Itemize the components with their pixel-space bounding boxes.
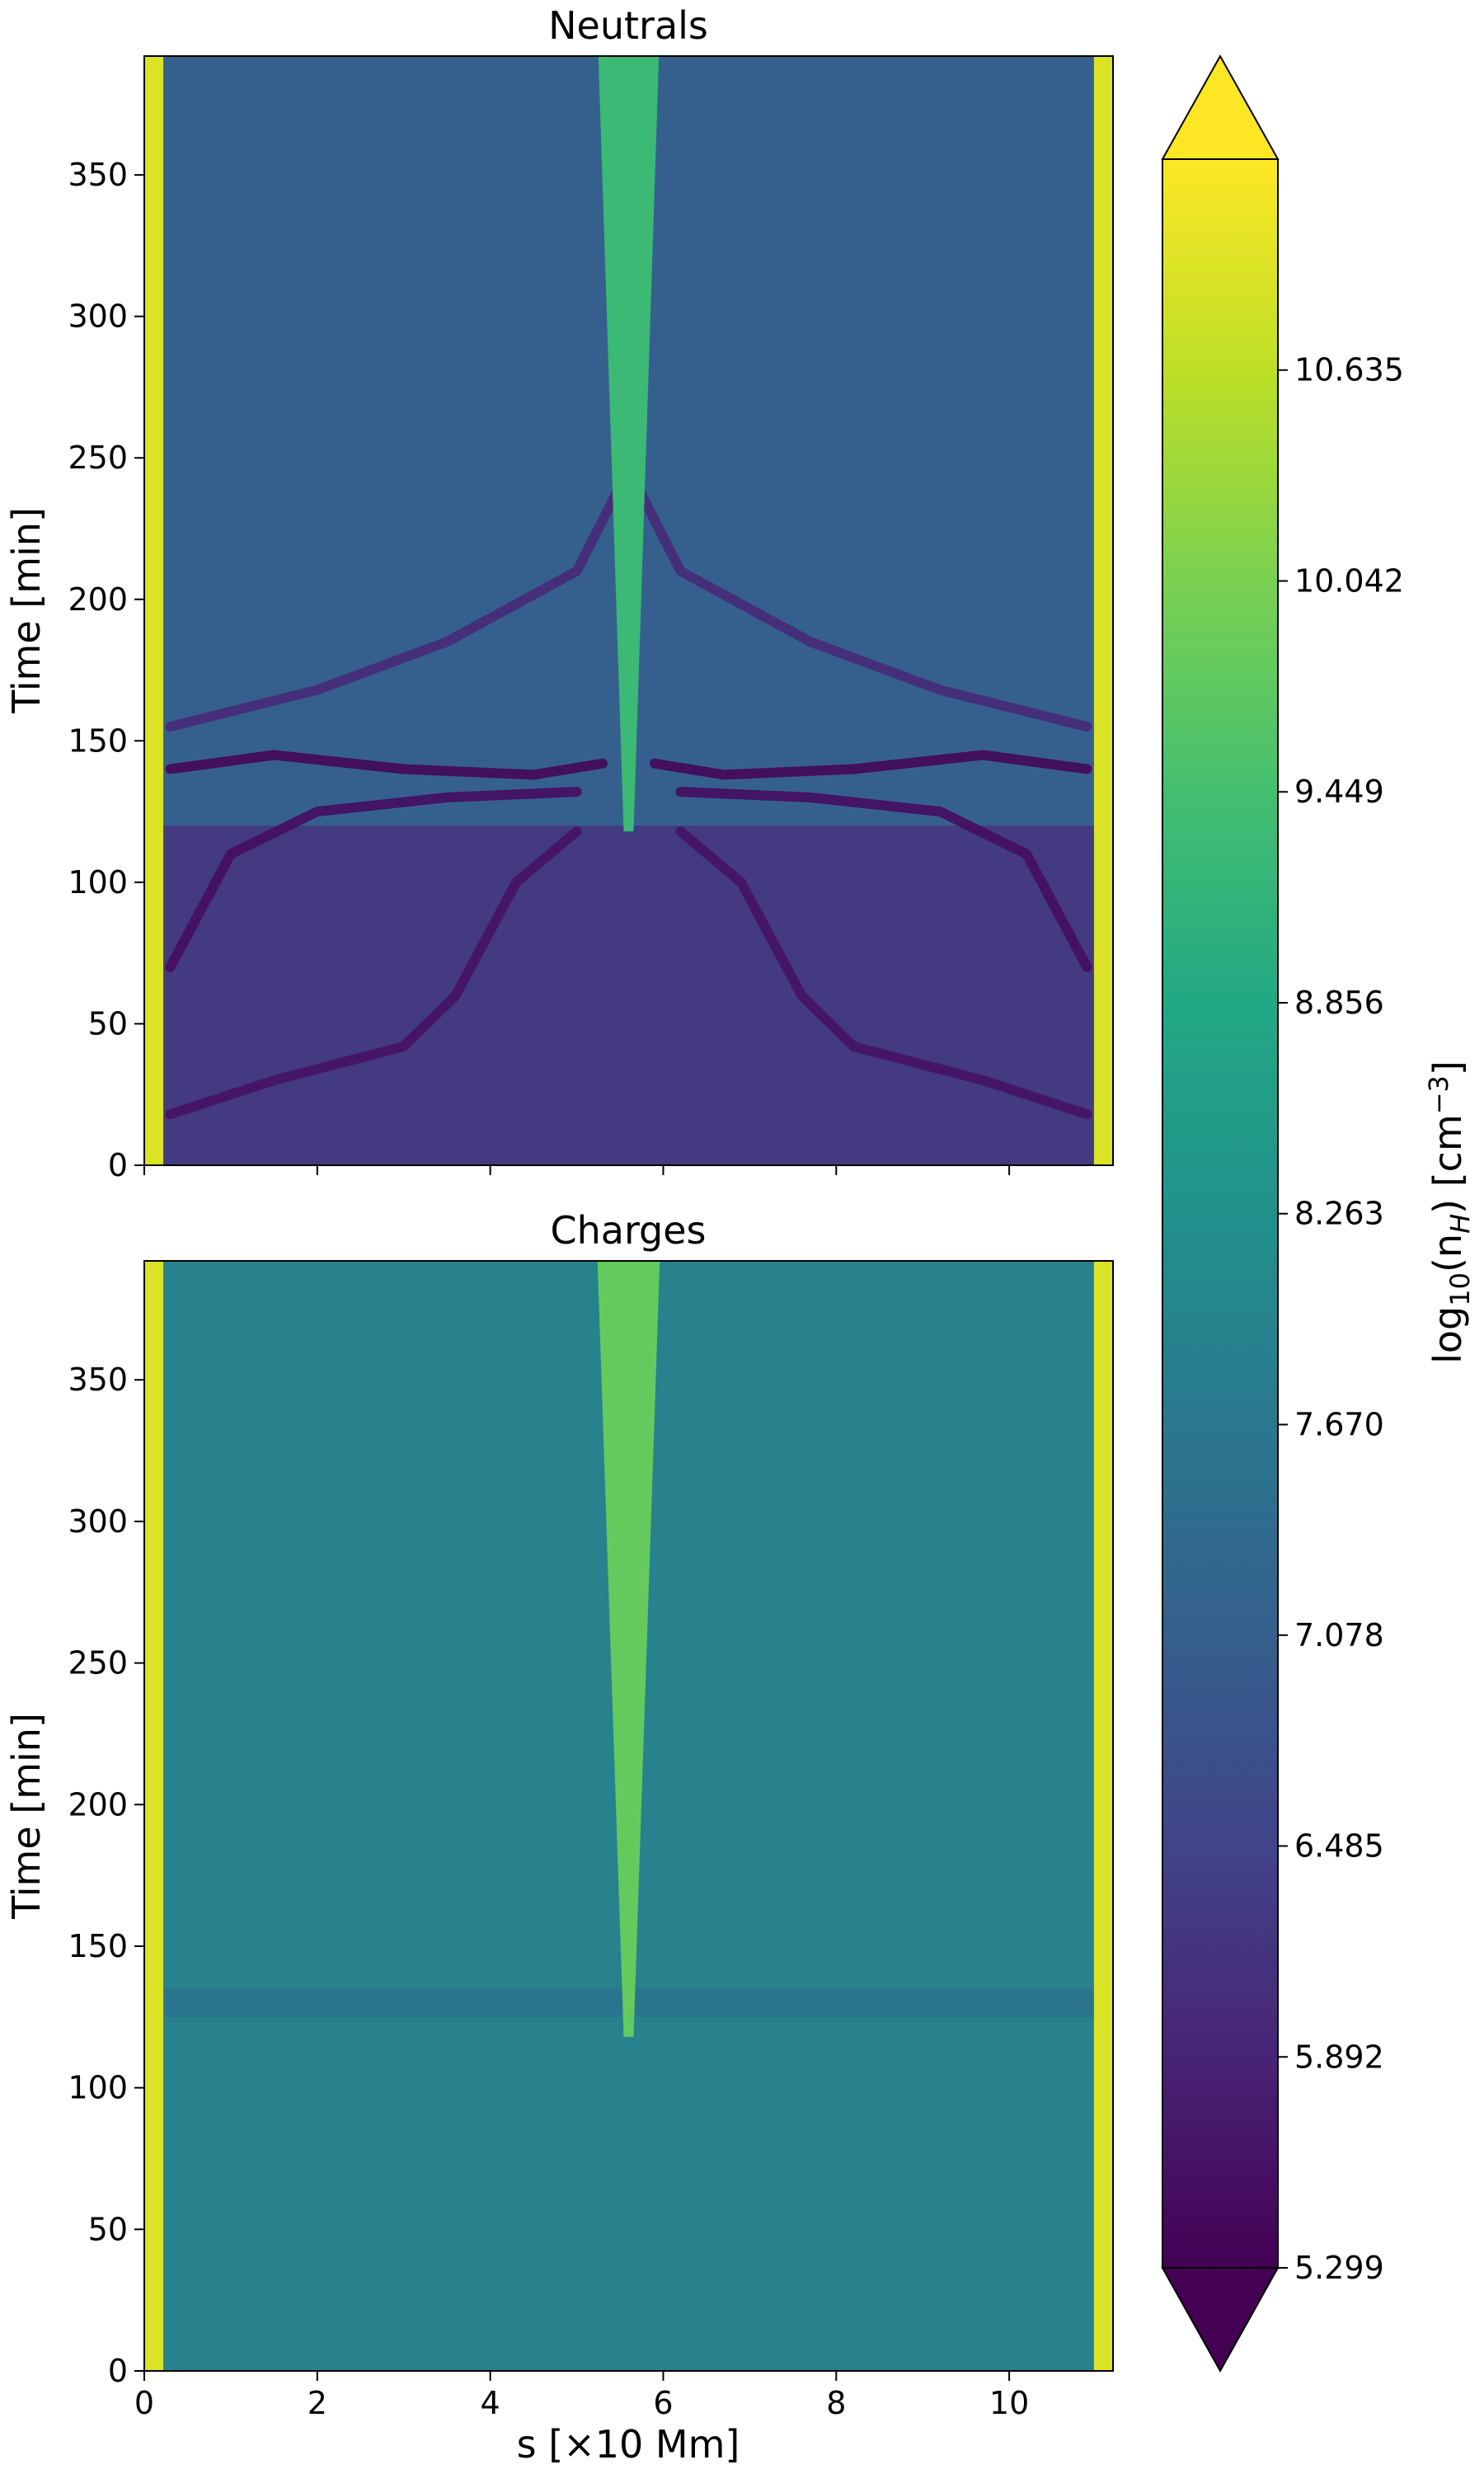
colorbar-extend-top xyxy=(1161,54,1280,160)
colorbar-tick-label-10.635: 10.635 xyxy=(1294,352,1404,388)
colorbar-ticks: 5.299 5.892 6.485 7.078 7.670 8.263 8.856 9.449… xyxy=(1278,352,1404,2286)
colorbar: 5.299 5.892 6.485 7.078 7.670 8.263 8.856 9.449… xyxy=(1161,54,1476,2373)
panel-charges-ylabel: Time [min] xyxy=(4,1713,49,1920)
colorbar-tick-label-7.670: 7.670 xyxy=(1294,1406,1384,1442)
y-tick-label-neutrals-200: 200 xyxy=(68,581,128,618)
panel-neutrals-frame xyxy=(143,55,1114,1166)
y-tick-label-neutrals-50: 50 xyxy=(88,1005,128,1042)
panel-charges-frame xyxy=(143,1260,1114,2372)
colorbar-tick-label-8.856: 8.856 xyxy=(1294,985,1384,1021)
y-tick-label-neutrals-300: 300 xyxy=(68,299,128,335)
y-tick-label-charges-100: 100 xyxy=(68,2070,128,2106)
colorbar-tick-label-8.263: 8.263 xyxy=(1294,1196,1384,1232)
panel-neutrals: Neutrals 0 50 100 150 200 250 300 350 Time [min… xyxy=(4,3,1114,1183)
axes-charges: 0 50 100 150 200 250 300 350 0 2 4 6 8 10 xyxy=(68,1362,1029,2421)
heatmap-charges xyxy=(144,1261,1113,2371)
x-tick-label-charges-2: 2 xyxy=(308,2385,327,2421)
colorbar-tick-label-7.078: 7.078 xyxy=(1294,1617,1384,1653)
colorbar-label: log10(nH) [cm−3] xyxy=(1423,1061,1476,1364)
panel-neutrals-ylabel: Time [min] xyxy=(4,507,49,714)
heatmap-charges-boundary-right xyxy=(1093,1261,1113,2371)
heatmap-neutrals-dark-band-0-left xyxy=(165,826,582,1120)
heatmap-neutrals-dark-band-3-left xyxy=(165,481,625,732)
y-tick-label-charges-200: 200 xyxy=(68,1786,128,1823)
x-tick-label-charges-4: 4 xyxy=(481,2385,500,2421)
x-tick-label-charges-0: 0 xyxy=(134,2385,154,2421)
y-tick-label-charges-250: 250 xyxy=(68,1645,128,1681)
axes-neutrals: 0 50 100 150 200 250 300 350 xyxy=(68,157,1011,1183)
y-tick-label-charges-300: 300 xyxy=(68,1503,128,1540)
heatmap-neutrals xyxy=(144,56,1113,1165)
y-tick-label-neutrals-250: 250 xyxy=(68,440,128,476)
heatmap-charges-boundary-left xyxy=(144,1261,164,2371)
heatmap-charges-jet xyxy=(597,1261,660,2037)
colorbar-tick-label-6.485: 6.485 xyxy=(1294,1828,1384,1865)
heatmap-neutrals-dark-band-3-right xyxy=(632,481,1092,732)
colorbar-tick-label-5.299: 5.299 xyxy=(1294,2250,1384,2286)
x-tick-label-charges-8: 8 xyxy=(826,2385,846,2421)
y-tick-label-charges-350: 350 xyxy=(68,1362,128,1398)
colorbar-tick-label-9.449: 9.449 xyxy=(1294,774,1384,810)
panel-charges: Charges 0 50 100 150 200 250 300 350 0 2 4 6 8 10 Tim… xyxy=(4,1208,1114,2467)
y-tick-label-charges-150: 150 xyxy=(68,1928,128,1964)
colorbar-body xyxy=(1162,158,1279,2269)
heatmap-neutrals-dark-band-0-right xyxy=(675,826,1092,1120)
x-tick-label-charges-6: 6 xyxy=(653,2385,673,2421)
y-tick-label-neutrals-350: 350 xyxy=(68,157,128,193)
heatmap-neutrals-dark-band-2-left xyxy=(165,750,608,780)
heatmap-neutrals-dark-band-2-right xyxy=(650,750,1092,780)
heatmap-neutrals-boundary-left xyxy=(144,56,164,1165)
y-tick-label-charges-0: 0 xyxy=(108,2353,128,2389)
heatmap-neutrals-jet xyxy=(598,56,660,832)
x-tick-label-charges-10: 10 xyxy=(989,2385,1029,2421)
y-tick-label-neutrals-100: 100 xyxy=(68,864,128,901)
colorbar-tick-label-10.042: 10.042 xyxy=(1294,562,1404,599)
heatmap-neutrals-boundary-right xyxy=(1093,56,1113,1165)
x-axis-label: s [×10 Mm] xyxy=(517,2422,740,2467)
panel-charges-title: Charges xyxy=(550,1208,706,1253)
panel-neutrals-title: Neutrals xyxy=(548,3,708,48)
heatmap-neutrals-dark-band-1-left xyxy=(165,787,582,972)
colorbar-extend-bottom xyxy=(1161,2267,1280,2373)
colorbar-tick-label-5.892: 5.892 xyxy=(1294,2039,1384,2075)
y-tick-label-neutrals-150: 150 xyxy=(68,722,128,759)
heatmap-neutrals-dark-band-1-right xyxy=(675,787,1092,972)
y-tick-label-neutrals-0: 0 xyxy=(108,1147,128,1183)
y-tick-label-charges-50: 50 xyxy=(88,2211,128,2247)
heatmap-neutrals-early-phase xyxy=(144,825,1113,1165)
